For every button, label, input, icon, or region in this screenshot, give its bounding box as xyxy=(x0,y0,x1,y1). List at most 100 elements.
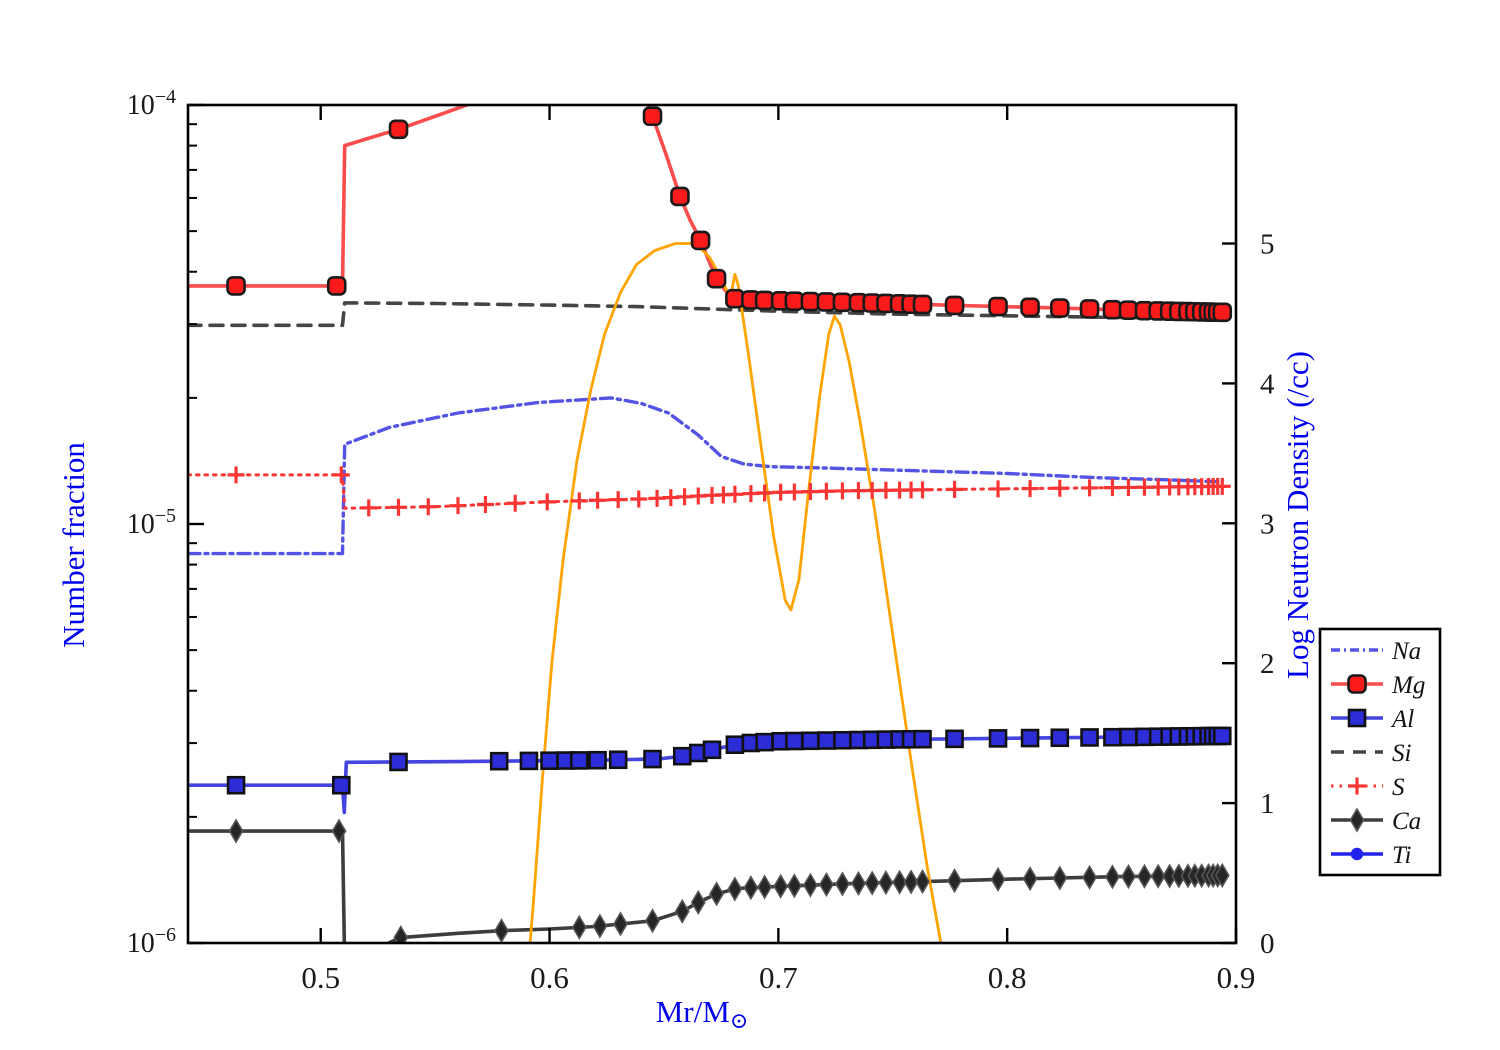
marker-al xyxy=(588,750,607,770)
marker-mg xyxy=(988,296,1008,317)
marker-ca xyxy=(1052,865,1068,891)
marker-al xyxy=(755,732,774,752)
marker-layer xyxy=(226,106,1233,943)
legend-item-si: Si xyxy=(1331,740,1412,767)
legend-item-mg: Mg xyxy=(1331,672,1425,699)
marker-al xyxy=(801,731,820,751)
marker-ca xyxy=(743,875,759,901)
marker-al xyxy=(945,729,964,749)
marker-mg xyxy=(1347,674,1367,694)
marker-s xyxy=(989,480,1007,498)
marker-mg xyxy=(326,276,347,296)
marker-mg xyxy=(816,292,837,312)
marker-s xyxy=(589,491,607,509)
marker-ca xyxy=(834,871,850,897)
marker-s xyxy=(726,485,744,503)
marker-s xyxy=(506,494,524,512)
marker-s xyxy=(1021,480,1039,498)
y-right-axis-title: Log Neutron Density (/cc) xyxy=(1280,351,1315,679)
marker-ca xyxy=(1105,864,1120,890)
legend-label: Ti xyxy=(1392,842,1412,869)
x-tick-label: 0.9 xyxy=(1217,960,1256,995)
legend-label: Na xyxy=(1391,638,1421,665)
marker-al xyxy=(1212,726,1232,746)
marker-s xyxy=(360,499,378,517)
marker-al xyxy=(817,731,836,750)
marker-s xyxy=(419,498,437,516)
marker-al xyxy=(672,746,692,766)
marker-ca xyxy=(709,881,725,907)
marker-ca xyxy=(892,869,908,895)
marker-mg xyxy=(784,291,805,311)
series-ca-line xyxy=(188,829,1225,943)
marker-mg xyxy=(725,288,745,309)
marker-s xyxy=(1103,479,1121,497)
marker-mg xyxy=(1079,299,1100,319)
marker-al xyxy=(725,735,745,755)
series-na-line xyxy=(188,396,1224,556)
marker-al xyxy=(643,749,662,769)
marker-s xyxy=(833,482,851,500)
marker-ca xyxy=(757,874,773,900)
marker-ca xyxy=(786,873,802,899)
marker-s xyxy=(390,498,408,516)
marker-s xyxy=(1213,477,1231,495)
marker-s xyxy=(476,496,494,514)
marker-mg xyxy=(642,106,663,127)
legend-item-s: S xyxy=(1331,774,1405,801)
marker-ca xyxy=(727,876,743,902)
marker-al xyxy=(226,775,246,795)
legend-label: Mg xyxy=(1391,672,1425,699)
marker-al xyxy=(519,751,539,771)
marker-al xyxy=(569,751,589,770)
marker-ca xyxy=(1022,866,1038,892)
marker-s xyxy=(1348,777,1366,795)
marker-al xyxy=(1080,728,1099,747)
marker-s xyxy=(538,493,556,511)
marker-s xyxy=(801,483,819,501)
y-right-tick-label: 3 xyxy=(1260,508,1275,540)
marker-mg xyxy=(832,292,853,313)
marker-al xyxy=(1119,727,1138,747)
marker-s xyxy=(449,497,467,515)
marker-ca xyxy=(947,868,962,894)
legend-label: Si xyxy=(1392,740,1412,767)
x-tick-label: 0.8 xyxy=(988,960,1027,995)
marker-al xyxy=(702,740,722,760)
marker-ca xyxy=(990,866,1006,893)
marker-ca xyxy=(592,913,608,939)
marker-al xyxy=(1050,728,1070,748)
marker-mg xyxy=(1102,299,1123,320)
x-axis-title: Mr/M⊙ xyxy=(656,994,749,1033)
marker-ca xyxy=(613,911,628,937)
legend-label: S xyxy=(1392,774,1405,801)
marker-al xyxy=(1103,727,1122,747)
legend-item-al: Al xyxy=(1331,706,1414,733)
marker-mg xyxy=(754,290,775,311)
marker-mg xyxy=(944,295,965,316)
y-right-tick-label: 0 xyxy=(1260,928,1275,960)
marker-ca xyxy=(864,870,880,896)
marker-ca xyxy=(1082,864,1097,890)
marker-mg xyxy=(1118,300,1139,320)
marker-ca xyxy=(878,870,894,896)
y-left-tick-label: 10−6 xyxy=(127,924,176,959)
marker-s xyxy=(332,466,350,484)
marker-s xyxy=(609,491,627,509)
series-s-line xyxy=(188,473,1224,510)
marker-s xyxy=(914,481,932,499)
marker-mg xyxy=(388,119,409,140)
legend-label: Al xyxy=(1390,706,1414,733)
marker-ca xyxy=(494,918,509,943)
marker-mg xyxy=(800,291,821,312)
marker-mg xyxy=(670,186,690,207)
series-neutrondensity-line xyxy=(528,242,943,943)
legend-item-na: Na xyxy=(1331,638,1421,665)
marker-ti xyxy=(1350,847,1364,861)
marker-ca xyxy=(802,872,818,898)
legend: Na Mg Al Si S Ca Ti xyxy=(1318,627,1442,877)
y-right-tick-label: 2 xyxy=(1260,648,1275,680)
y-right-tick-label: 4 xyxy=(1260,368,1275,400)
